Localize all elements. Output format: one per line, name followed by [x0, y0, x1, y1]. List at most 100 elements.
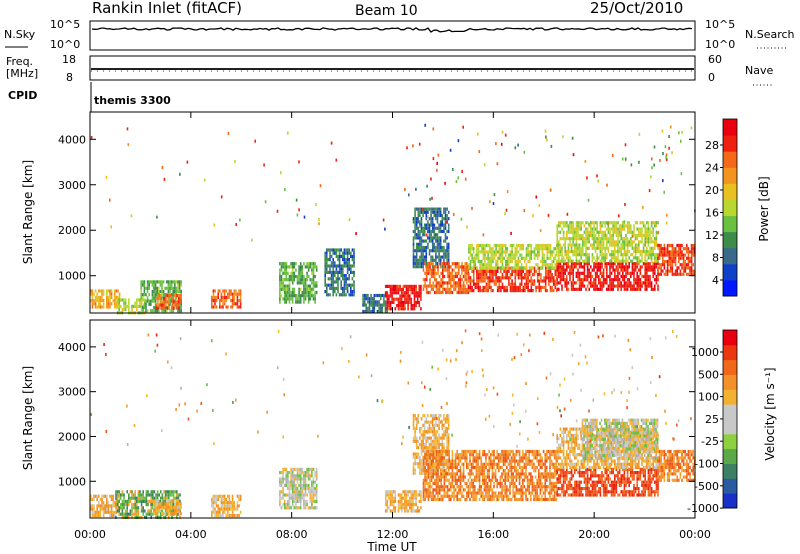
power-cells-cell-14 — [654, 237, 656, 241]
power-cells-cell-13 — [636, 284, 638, 288]
power-cells-cell-13 — [606, 287, 608, 291]
power-cells-cell-0 — [96, 295, 98, 299]
power-cells-cell-13 — [566, 281, 568, 285]
vel-cells-cell-6 — [430, 442, 432, 447]
power-cells-cell-7 — [386, 306, 388, 310]
power-cells-cell-9 — [443, 245, 445, 250]
power-cells-cell-7 — [368, 297, 371, 301]
vel-cells-cell-2 — [153, 512, 155, 516]
vel-cells-cell-3 — [230, 501, 232, 505]
power-cells-cell-3 — [160, 300, 162, 304]
power-cells-cell-11 — [469, 279, 472, 283]
power-cells-cell-9 — [431, 249, 434, 253]
power-cells-cell-2 — [158, 286, 160, 290]
vel-cells-cell-1 — [160, 496, 162, 500]
power-cells-cell-14 — [572, 259, 574, 263]
vel-cells-cell-0 — [114, 510, 116, 514]
power-cells-cell-14 — [638, 227, 640, 231]
power-cells-cell-12 — [501, 247, 504, 251]
power-cells-cell-9 — [435, 255, 437, 259]
power-cells-cell-5 — [279, 262, 281, 266]
vel-cells-cell-6 — [419, 471, 421, 475]
power-cells-cell-15 — [673, 256, 675, 260]
power-cells-cell-8 — [413, 307, 416, 311]
power-cells-cell-8 — [397, 300, 400, 304]
vel-cells-cell-1 — [152, 506, 154, 510]
vel-cells-cell-3 — [222, 501, 224, 505]
power-cells-cell-10 — [466, 278, 468, 282]
power-cells-cell-4 — [230, 305, 232, 309]
velocity-heatmap — [90, 329, 696, 519]
power-cells-cell-7 — [370, 309, 372, 314]
power-cells-cell-2 — [154, 280, 157, 284]
power-cells-cell-10 — [432, 287, 434, 291]
power-cells-cell-14 — [625, 233, 627, 238]
power-cells-cell-14 — [641, 259, 643, 263]
power-cells-cell-10 — [458, 284, 460, 288]
vel-cells-cell-3 — [219, 510, 221, 514]
vel-cells-cell-0 — [104, 504, 106, 508]
power-cells-cell-15 — [692, 253, 694, 257]
power-cells-cell-10 — [442, 287, 444, 291]
power-cells-cell-2 — [161, 296, 163, 300]
power-cells-cell-14 — [580, 249, 582, 254]
power-cells-cell-12 — [522, 266, 525, 270]
power-cells-cell-13 — [650, 287, 653, 291]
power-cells-scatter — [449, 148, 452, 152]
power-cells-cell-13 — [591, 268, 594, 272]
power-cells-cell-11 — [500, 289, 502, 293]
vel-cells-cell-5 — [384, 496, 387, 500]
power-cells-cell-14 — [642, 224, 645, 228]
power-cells-cell-2 — [180, 299, 182, 303]
power-cells-cell-11 — [493, 273, 496, 277]
power-cells-cell-14 — [617, 243, 619, 247]
power-cells-cell-7 — [373, 293, 376, 298]
vel-cells-cell-7 — [422, 469, 425, 473]
vel-cells-cell-6 — [412, 462, 415, 466]
power-cells-cell-11 — [479, 279, 481, 283]
vel-cells-cell-1 — [150, 512, 152, 516]
power-cells-cell-13 — [646, 271, 648, 275]
power-cells-cell-10 — [462, 265, 465, 269]
power-cells-scatter — [631, 234, 634, 238]
vel-cells-cell-7 — [435, 469, 438, 473]
power-cells-cell-14 — [644, 253, 646, 257]
power-cells-cell-11 — [509, 289, 512, 293]
vel-cells-cell-1 — [160, 515, 162, 519]
power-cells-cell-8 — [415, 304, 417, 308]
power-cells-cell-15 — [665, 247, 667, 251]
power-cells-cell-2 — [154, 286, 157, 290]
vel-cells-cell-7 — [437, 459, 439, 463]
power-cells-cell-10 — [432, 274, 434, 279]
power-cells-cell-8 — [392, 288, 395, 292]
power-cells-cell-11 — [474, 266, 477, 270]
vel-cells-cell-5 — [408, 490, 411, 494]
power-cells-cell-11 — [541, 279, 544, 283]
power-cells-cell-9 — [436, 239, 439, 243]
vel-cells-cell-3 — [236, 504, 239, 508]
power-cells-cell-9 — [422, 261, 424, 266]
vel-cells-cell-4 — [296, 474, 299, 478]
vel-cells-cell-4 — [306, 471, 308, 475]
power-cells-cell-6 — [343, 277, 346, 281]
power-cells-cell-9 — [417, 217, 420, 221]
power-cells-cell-14 — [577, 249, 579, 254]
vel-cells-cell-5 — [392, 506, 395, 510]
power-cells-cell-2 — [161, 289, 163, 294]
power-cells-cell-12 — [551, 253, 553, 257]
vel-cells-cell-6 — [433, 465, 436, 469]
power-cells-cell-8 — [388, 300, 390, 304]
vel-cells-cell-6 — [417, 462, 420, 466]
power-cells-cell-9 — [422, 239, 424, 243]
power-cells-cell-6 — [351, 264, 354, 268]
power-cells-cell-1 — [124, 298, 127, 302]
vel-cells-cell-7 — [435, 453, 438, 457]
power-cells-cell-0 — [99, 289, 102, 293]
power-cells-cell-0 — [114, 292, 116, 296]
power-cells-cell-2 — [180, 293, 182, 297]
power-cells-cell-6 — [343, 264, 346, 268]
vel-cells-cell-7 — [432, 459, 434, 463]
power-cells-cell-14 — [622, 240, 624, 244]
power-cells-cell-13 — [625, 262, 627, 266]
power-cells-cell-13 — [636, 278, 638, 282]
